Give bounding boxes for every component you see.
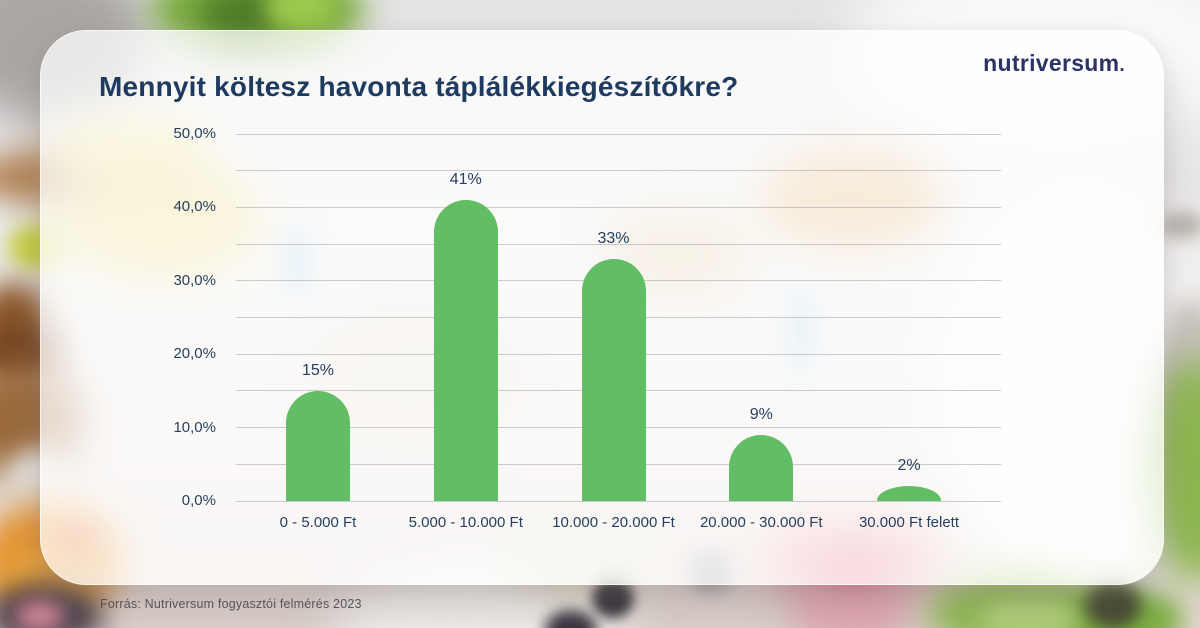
gridline xyxy=(236,170,1001,172)
x-category-label: 0 - 5.000 Ft xyxy=(279,514,357,531)
bg-pink-bit-blob xyxy=(14,600,66,628)
bar xyxy=(286,390,350,501)
gridline xyxy=(236,243,1001,245)
bar-value-label: 41% xyxy=(449,171,482,189)
y-tick-label: 10,0% xyxy=(173,418,216,436)
bg-blueberry-2-blob xyxy=(545,610,597,628)
source-note: Forrás: Nutriversum fogyasztói felmérés … xyxy=(100,597,362,611)
bar-value-label: 9% xyxy=(749,405,773,423)
y-tick-label: 0,0% xyxy=(181,492,216,509)
x-category-label: 30.000 Ft felett xyxy=(858,514,960,531)
bar-chart: 0,0% 10,0% 20,0% 30,0% 40,0% 50,0% 15% 41% 33% 9… xyxy=(173,125,1001,531)
y-tick-label: 20,0% xyxy=(173,345,216,363)
x-category-label: 20.000 - 30.000 Ft xyxy=(699,514,823,531)
gridline xyxy=(236,133,1001,135)
x-category-label: 10.000 - 20.000 Ft xyxy=(552,514,675,531)
y-tick-label: 40,0% xyxy=(173,198,216,216)
chart-card: Mennyit költesz havonta táplálékkiegészí… xyxy=(40,30,1164,585)
bar xyxy=(877,486,941,501)
bar xyxy=(729,434,794,501)
y-tick-label: 50,0% xyxy=(173,125,216,142)
bar xyxy=(581,258,646,501)
bar-value-label: 33% xyxy=(597,229,630,247)
brand-logo-text: nutriversum xyxy=(983,50,1120,76)
bg-olive-blob xyxy=(1085,582,1141,628)
page-title: Mennyit költesz havonta táplálékkiegészí… xyxy=(99,71,739,102)
bg-jug-rim-blob xyxy=(1158,212,1200,238)
gridline xyxy=(236,500,1001,502)
bar xyxy=(433,200,498,501)
bg-leaves-light-blob xyxy=(978,598,1080,628)
y-tick-label: 30,0% xyxy=(173,271,216,289)
bar-value-label: 15% xyxy=(301,361,335,379)
brand-logo-dot: . xyxy=(1119,55,1125,76)
gridline xyxy=(236,206,1001,208)
brand-logo: nutriversum. xyxy=(983,50,1125,77)
bar-value-label: 2% xyxy=(897,457,921,475)
bg-pink-spoon-blob xyxy=(788,585,913,628)
x-category-label: 5.000 - 10.000 Ft xyxy=(408,514,523,531)
